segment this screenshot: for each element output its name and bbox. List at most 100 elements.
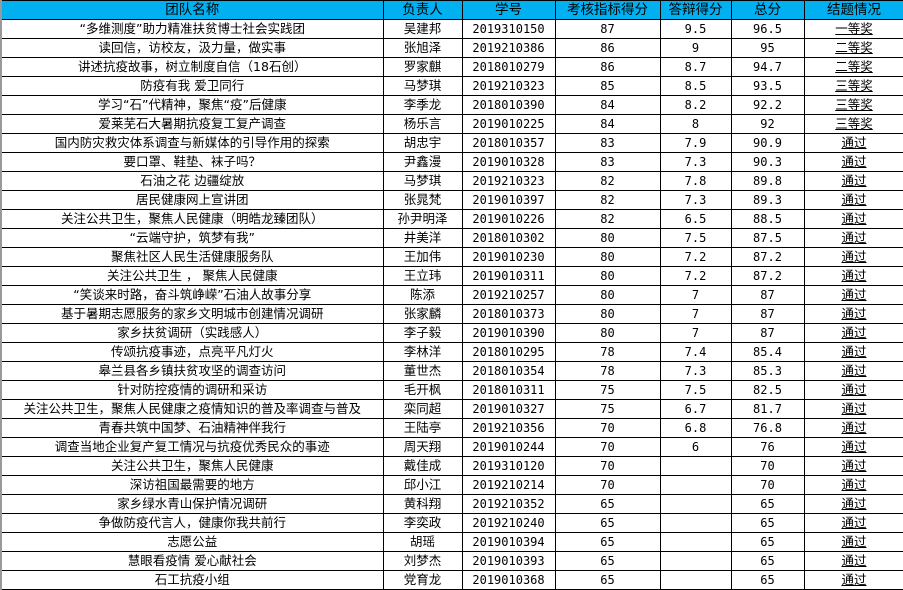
result-cell[interactable]: 通过 [803, 494, 903, 514]
assessment-score-cell[interactable]: 86 [554, 38, 661, 58]
leader-cell[interactable]: 罗家麒 [382, 57, 463, 77]
result-cell[interactable]: 通过 [803, 456, 903, 476]
result-cell[interactable]: 通过 [803, 171, 903, 191]
team-name-cell[interactable]: 志愿公益 [0, 532, 384, 552]
defense-score-cell[interactable]: 7 [659, 304, 732, 324]
team-name-cell[interactable]: 国内防灾救灾体系调查与新媒体的引导作用的探索 [0, 133, 384, 153]
assessment-score-cell[interactable]: 86 [554, 57, 661, 77]
result-cell[interactable]: 通过 [803, 266, 903, 286]
total-score-cell[interactable]: 76 [730, 437, 805, 457]
defense-score-cell[interactable] [659, 570, 732, 590]
defense-score-cell[interactable]: 7 [659, 285, 732, 305]
defense-score-cell[interactable]: 7.2 [659, 266, 732, 286]
header-result[interactable]: 结题情况 [803, 0, 903, 20]
leader-cell[interactable]: 井美洋 [382, 228, 463, 248]
team-name-cell[interactable]: 基于暑期志愿服务的家乡文明城市创建情况调研 [0, 304, 384, 324]
total-score-cell[interactable]: 87 [730, 323, 805, 343]
total-score-cell[interactable]: 65 [730, 513, 805, 533]
defense-score-cell[interactable] [659, 456, 732, 476]
student-id-cell[interactable]: 2019010327 [461, 399, 556, 419]
assessment-score-cell[interactable]: 75 [554, 399, 661, 419]
assessment-score-cell[interactable]: 83 [554, 152, 661, 172]
leader-cell[interactable]: 胡瑶 [382, 532, 463, 552]
defense-score-cell[interactable]: 8 [659, 114, 732, 134]
result-cell[interactable]: 通过 [803, 133, 903, 153]
defense-score-cell[interactable]: 7.5 [659, 228, 732, 248]
result-cell[interactable]: 三等奖 [803, 114, 903, 134]
defense-score-cell[interactable]: 8.5 [659, 76, 732, 96]
leader-cell[interactable]: 杨乐言 [382, 114, 463, 134]
result-cell[interactable]: 通过 [803, 551, 903, 571]
total-score-cell[interactable]: 87.2 [730, 247, 805, 267]
assessment-score-cell[interactable]: 70 [554, 456, 661, 476]
student-id-cell[interactable]: 2019010225 [461, 114, 556, 134]
assessment-score-cell[interactable]: 65 [554, 513, 661, 533]
result-cell[interactable]: 二等奖 [803, 38, 903, 58]
header-student-id[interactable]: 学号 [461, 0, 556, 20]
total-score-cell[interactable]: 89.3 [730, 190, 805, 210]
leader-cell[interactable]: 王陆亭 [382, 418, 463, 438]
result-cell[interactable]: 通过 [803, 570, 903, 590]
assessment-score-cell[interactable]: 80 [554, 266, 661, 286]
leader-cell[interactable]: 黄科翔 [382, 494, 463, 514]
assessment-score-cell[interactable]: 87 [554, 19, 661, 39]
assessment-score-cell[interactable]: 65 [554, 494, 661, 514]
assessment-score-cell[interactable]: 80 [554, 247, 661, 267]
student-id-cell[interactable]: 2019010226 [461, 209, 556, 229]
total-score-cell[interactable]: 81.7 [730, 399, 805, 419]
defense-score-cell[interactable]: 7.3 [659, 152, 732, 172]
result-cell[interactable]: 通过 [803, 190, 903, 210]
assessment-score-cell[interactable]: 85 [554, 76, 661, 96]
leader-cell[interactable]: 周天翔 [382, 437, 463, 457]
total-score-cell[interactable]: 82.5 [730, 380, 805, 400]
team-name-cell[interactable]: “笑谈来时路，奋斗筑峥嵘”石油人故事分享 [0, 285, 384, 305]
student-id-cell[interactable]: 2019210386 [461, 38, 556, 58]
student-id-cell[interactable]: 2019310120 [461, 456, 556, 476]
student-id-cell[interactable]: 2019310150 [461, 19, 556, 39]
defense-score-cell[interactable] [659, 532, 732, 552]
result-cell[interactable]: 通过 [803, 437, 903, 457]
team-name-cell[interactable]: 关注公共卫生，聚焦人民健康（明皓龙臻团队） [0, 209, 384, 229]
student-id-cell[interactable]: 2018010390 [461, 95, 556, 115]
result-cell[interactable]: 通过 [803, 323, 903, 343]
total-score-cell[interactable]: 65 [730, 570, 805, 590]
assessment-score-cell[interactable]: 65 [554, 532, 661, 552]
leader-cell[interactable]: 张家麟 [382, 304, 463, 324]
team-name-cell[interactable]: 家乡扶贫调研（实践感人） [0, 323, 384, 343]
student-id-cell[interactable]: 2019010230 [461, 247, 556, 267]
result-cell[interactable]: 通过 [803, 285, 903, 305]
total-score-cell[interactable]: 85.4 [730, 342, 805, 362]
team-name-cell[interactable]: 石油之花 边疆绽放 [0, 171, 384, 191]
total-score-cell[interactable]: 65 [730, 532, 805, 552]
assessment-score-cell[interactable]: 83 [554, 133, 661, 153]
leader-cell[interactable]: 马梦琪 [382, 171, 463, 191]
total-score-cell[interactable]: 87 [730, 304, 805, 324]
total-score-cell[interactable]: 65 [730, 494, 805, 514]
team-name-cell[interactable]: 居民健康网上宣讲团 [0, 190, 384, 210]
leader-cell[interactable]: 孙尹明泽 [382, 209, 463, 229]
assessment-score-cell[interactable]: 80 [554, 323, 661, 343]
assessment-score-cell[interactable]: 84 [554, 114, 661, 134]
assessment-score-cell[interactable]: 75 [554, 380, 661, 400]
student-id-cell[interactable]: 2018010295 [461, 342, 556, 362]
header-defense-score[interactable]: 答辩得分 [659, 0, 732, 20]
result-cell[interactable]: 三等奖 [803, 76, 903, 96]
assessment-score-cell[interactable]: 80 [554, 304, 661, 324]
result-cell[interactable]: 通过 [803, 475, 903, 495]
team-name-cell[interactable]: “多维测度”助力精准扶贫博士社会实践团 [0, 19, 384, 39]
defense-score-cell[interactable]: 7.3 [659, 361, 732, 381]
student-id-cell[interactable]: 2019210214 [461, 475, 556, 495]
team-name-cell[interactable]: “云端守护，筑梦有我” [0, 228, 384, 248]
leader-cell[interactable]: 李子毅 [382, 323, 463, 343]
student-id-cell[interactable]: 2019210323 [461, 171, 556, 191]
result-cell[interactable]: 一等奖 [803, 19, 903, 39]
assessment-score-cell[interactable]: 82 [554, 190, 661, 210]
student-id-cell[interactable]: 2019010394 [461, 532, 556, 552]
result-cell[interactable]: 通过 [803, 228, 903, 248]
result-cell[interactable]: 通过 [803, 152, 903, 172]
student-id-cell[interactable]: 2019210257 [461, 285, 556, 305]
assessment-score-cell[interactable]: 78 [554, 361, 661, 381]
student-id-cell[interactable]: 2019210240 [461, 513, 556, 533]
team-name-cell[interactable]: 防疫有我 爱卫同行 [0, 76, 384, 96]
leader-cell[interactable]: 戴佳成 [382, 456, 463, 476]
